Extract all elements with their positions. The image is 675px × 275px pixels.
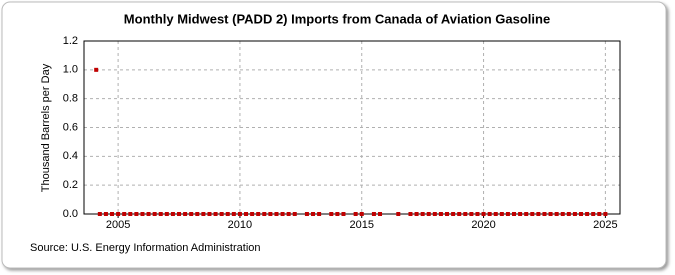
point (244, 212, 249, 216)
point (591, 212, 596, 216)
point (487, 212, 492, 216)
point (329, 212, 334, 216)
point (152, 212, 157, 216)
axis-frame (83, 40, 621, 215)
point (371, 212, 376, 216)
point (128, 212, 133, 216)
chart-title: Monthly Midwest (PADD 2) Imports from Ca… (124, 11, 550, 26)
point (304, 212, 309, 216)
point (311, 212, 316, 216)
point (579, 212, 584, 216)
point (530, 212, 535, 216)
point (280, 212, 285, 216)
point (408, 212, 413, 216)
point (560, 212, 565, 216)
point (499, 212, 504, 216)
point (256, 212, 261, 216)
point (292, 212, 297, 216)
point (554, 212, 559, 216)
point (134, 212, 139, 216)
point (445, 212, 450, 216)
point (207, 212, 212, 216)
point (603, 212, 608, 216)
point (353, 212, 358, 216)
point (237, 212, 242, 216)
y-axis-label: Thousand Barrels per Day (40, 63, 52, 192)
point (432, 212, 437, 216)
point (183, 212, 188, 216)
point (493, 212, 498, 216)
point (140, 212, 145, 216)
point (524, 212, 529, 216)
y-tick-label: 0.4 (63, 150, 78, 162)
x-tick-label: 2020 (471, 219, 495, 231)
point (201, 212, 206, 216)
point (213, 212, 218, 216)
point (103, 212, 108, 216)
point (566, 212, 571, 216)
point (335, 212, 340, 216)
point (268, 212, 273, 216)
point (317, 212, 322, 216)
point (164, 212, 169, 216)
point (378, 212, 383, 216)
point (219, 212, 224, 216)
point (158, 212, 163, 216)
point (122, 212, 127, 216)
x-tick-label: 2015 (350, 219, 374, 231)
y-tick-label: 1.0 (63, 64, 78, 76)
point (274, 212, 279, 216)
point (597, 212, 602, 216)
point (177, 212, 182, 216)
point (438, 212, 443, 216)
y-tick-label: 0.6 (63, 121, 78, 133)
point (341, 212, 346, 216)
point (110, 212, 115, 216)
point (457, 212, 462, 216)
point (451, 212, 456, 216)
x-tick-label: 2025 (593, 219, 617, 231)
point (94, 67, 99, 72)
point (231, 212, 236, 216)
point (146, 212, 151, 216)
point (548, 212, 553, 216)
frame (1, 1, 667, 269)
point (286, 212, 291, 216)
point (518, 212, 523, 216)
x-tick-label: 2010 (228, 219, 252, 231)
source: Source: U.S. Energy Information Administ… (30, 242, 261, 254)
point (170, 212, 175, 216)
point (463, 212, 468, 216)
y-tick-label: 0.0 (63, 208, 78, 220)
point (426, 212, 431, 216)
point (195, 212, 200, 216)
point (475, 212, 480, 216)
point (250, 212, 255, 216)
y-tick-label: 0.8 (63, 93, 78, 105)
point (585, 212, 590, 216)
point (542, 212, 547, 216)
point (359, 212, 364, 216)
point (572, 212, 577, 216)
point (469, 212, 474, 216)
point (481, 212, 486, 216)
point (116, 212, 121, 216)
y-tick-label: 1.2 (63, 35, 78, 47)
point (512, 212, 517, 216)
y-tick-label: 0.2 (63, 179, 78, 191)
point (414, 212, 419, 216)
plot-area: 0.0 0.2 0.4 0.6 0.8 1.0 1.2 2005 2010 2015 2020 202… (63, 35, 621, 231)
point (536, 212, 541, 216)
point (97, 212, 102, 216)
point (262, 212, 267, 216)
x-tick-label: 2005 (106, 219, 130, 231)
point (505, 212, 510, 216)
point (189, 212, 194, 216)
point (396, 212, 401, 216)
point (225, 212, 230, 216)
point (420, 212, 425, 216)
